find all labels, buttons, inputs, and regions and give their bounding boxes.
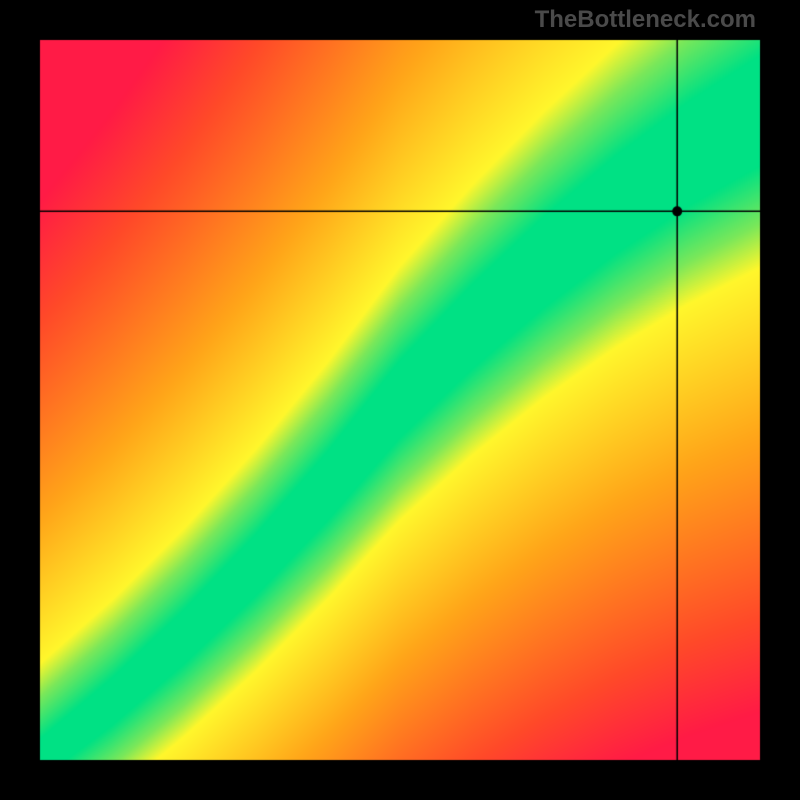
watermark-text: TheBottleneck.com	[535, 6, 756, 34]
chart-container: TheBottleneck.com	[0, 0, 800, 800]
bottleneck-heatmap	[0, 0, 800, 800]
